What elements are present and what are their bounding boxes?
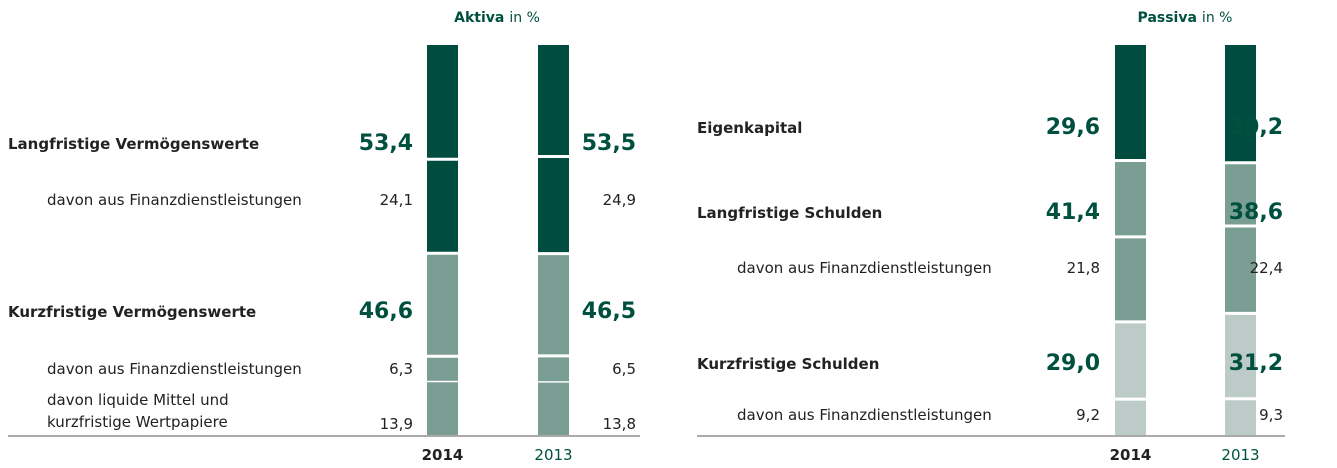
sub-segment bbox=[427, 356, 458, 381]
sub-segment bbox=[1225, 398, 1256, 435]
sub-value-label: 13,9 bbox=[379, 415, 413, 433]
sub-category-label: davon aus Finanzdienstleistungen bbox=[47, 360, 302, 378]
year-label: 2013 bbox=[1221, 446, 1260, 464]
sub-category-label: davon aus Finanzdienstleistungen bbox=[737, 406, 992, 424]
sub-value-label: 6,5 bbox=[612, 360, 636, 378]
sub-segment bbox=[538, 355, 569, 382]
sub-segment bbox=[538, 381, 569, 435]
category-label: Kurzfristige Schulden bbox=[697, 355, 880, 373]
category-label: Langfristige Schulden bbox=[697, 204, 883, 222]
title-main: Aktiva bbox=[454, 10, 505, 26]
sub-segment bbox=[1115, 236, 1146, 322]
chart-title: Aktiva in % bbox=[454, 10, 540, 26]
sub-value-label: 9,2 bbox=[1076, 406, 1100, 424]
year-label: 2014 bbox=[421, 446, 464, 464]
value-label: 30,2 bbox=[1228, 115, 1283, 140]
sub-segment bbox=[1225, 225, 1256, 314]
sub-value-label: 24,9 bbox=[602, 191, 636, 209]
title-main: Passiva bbox=[1137, 10, 1197, 26]
sub-value-label: 22,4 bbox=[1249, 259, 1283, 277]
sub-category-label: davon aus Finanzdienstleistungen bbox=[47, 191, 302, 209]
category-label: Langfristige Vermögenswerte bbox=[8, 135, 260, 153]
sub-category-label: davon liquide Mittel und kurzfristige We… bbox=[47, 391, 229, 431]
sub-value-label: 6,3 bbox=[389, 360, 413, 378]
sub-value-label: 21,8 bbox=[1066, 259, 1100, 277]
value-label: 29,6 bbox=[1045, 115, 1100, 140]
value-label: 29,0 bbox=[1045, 351, 1100, 376]
sub-segment bbox=[1115, 399, 1146, 435]
value-label: 46,5 bbox=[581, 299, 636, 324]
sub-segment bbox=[427, 159, 458, 254]
sub-value-label: 13,8 bbox=[602, 415, 636, 433]
value-label: 53,5 bbox=[581, 131, 636, 156]
category-label: Eigenkapital bbox=[697, 119, 803, 137]
title-unit: in % bbox=[1201, 10, 1233, 26]
value-label: 46,6 bbox=[358, 299, 413, 324]
title-unit: in % bbox=[509, 10, 540, 26]
sub-segment bbox=[538, 156, 569, 254]
category-label: Kurzfristige Vermögenswerte bbox=[8, 303, 257, 321]
sub-value-label: 9,3 bbox=[1259, 406, 1283, 424]
value-label: 41,4 bbox=[1045, 200, 1100, 225]
year-label: 2014 bbox=[1109, 446, 1152, 464]
sub-value-label: 24,1 bbox=[379, 191, 413, 209]
chart-title: Passiva in % bbox=[1138, 10, 1233, 26]
bar-segment bbox=[1225, 45, 1256, 163]
value-label: 53,4 bbox=[358, 131, 413, 156]
value-label: 31,2 bbox=[1228, 351, 1283, 376]
year-label: 2013 bbox=[534, 446, 573, 464]
bar-segment bbox=[1115, 45, 1146, 161]
value-label: 38,6 bbox=[1228, 200, 1283, 225]
sub-segment bbox=[427, 380, 458, 435]
sub-category-label: davon aus Finanzdienstleistungen bbox=[737, 259, 992, 277]
